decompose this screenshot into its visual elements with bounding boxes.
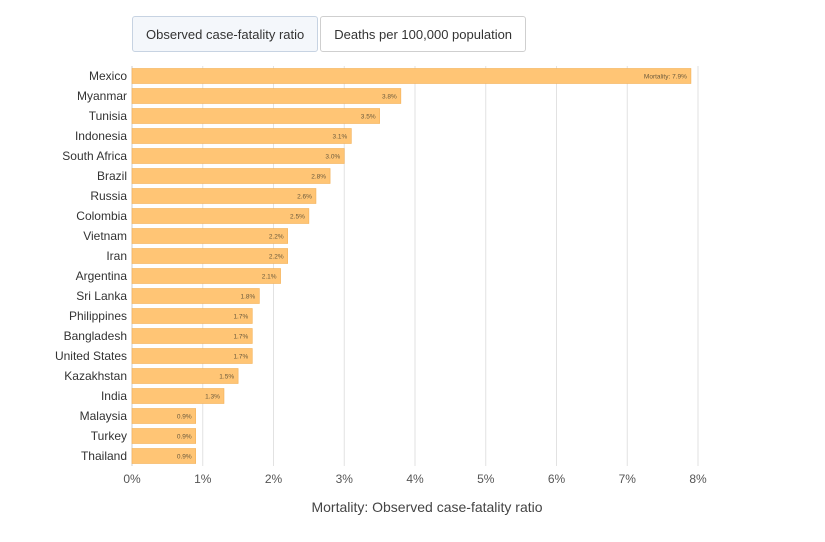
bars [131,68,692,464]
bar[interactable] [131,188,317,204]
value-label: 2.1% [262,274,277,281]
category-label: Thailand [81,449,127,463]
bar[interactable] [131,68,692,84]
bar[interactable] [131,328,253,344]
bar[interactable] [131,348,253,364]
tab-deaths-per-100k[interactable]: Deaths per 100,000 population [320,16,527,52]
bar[interactable] [131,308,253,324]
value-label: 3.5% [361,114,376,121]
x-tick-label: 7% [619,472,637,486]
value-label: 3.0% [325,154,340,161]
x-axis-title: Mortality: Observed case-fatality ratio [311,499,542,515]
bar[interactable] [131,428,196,444]
category-label: Colombia [76,209,127,223]
value-label: 3.1% [332,134,347,141]
category-label: Turkey [91,429,127,443]
x-tick-label: 3% [336,472,354,486]
x-tick-label: 1% [194,472,212,486]
bar[interactable] [131,148,345,164]
category-label: Mexico [89,69,127,83]
bar[interactable] [131,208,310,224]
x-tick-label: 6% [548,472,566,486]
tab-observed-case-fatality-ratio[interactable]: Observed case-fatality ratio [132,16,319,52]
category-label: Vietnam [83,229,127,243]
value-label: 2.2% [269,254,284,261]
value-label: 2.6% [297,194,312,201]
bar[interactable] [131,448,196,464]
value-label: 1.5% [219,374,234,381]
value-label: 3.8% [382,94,397,101]
value-label: 1.7% [233,314,248,321]
category-label: Bangladesh [64,329,127,343]
category-label: Tunisia [89,109,128,123]
category-label: Myanmar [77,89,127,103]
value-label: 0.9% [177,414,192,421]
value-label: 2.5% [290,214,305,221]
bar[interactable] [131,168,331,184]
value-label: 2.8% [311,174,326,181]
x-tick-label: 2% [265,472,283,486]
bar[interactable] [131,368,239,384]
category-label: Philippines [69,309,127,323]
x-tick-label: 8% [689,472,707,486]
value-label: 1.8% [241,294,256,301]
bar[interactable] [131,88,402,104]
category-label: Iran [106,249,127,263]
value-label: 1.3% [205,394,220,401]
category-labels: Mexico Myanmar Tunisia Indonesia South Afric… [55,69,127,463]
x-tick-label: 4% [406,472,424,486]
category-label: India [101,389,127,403]
bar[interactable] [131,408,196,424]
value-label: 1.7% [233,354,248,361]
bar[interactable] [131,128,352,144]
category-label: Argentina [76,269,128,283]
bar[interactable] [131,228,288,244]
category-label: Indonesia [75,129,127,143]
bar[interactable] [131,268,281,284]
x-tick-label: 5% [477,472,495,486]
category-label: United States [55,349,127,363]
x-tick-label: 0% [123,472,141,486]
value-label: 1.7% [233,334,248,341]
bar[interactable] [131,108,380,124]
category-label: Kazakhstan [64,369,127,383]
category-label: Malaysia [80,409,128,423]
category-label: Sri Lanka [76,289,127,303]
value-labels: Mortality: 7.9% 3.8% 3.5% 3.1% 3.0% 2.8% 2.6% 2… [177,74,687,461]
tab-bar: Observed case-fatality ratio Deaths per … [132,16,527,52]
value-label: 0.9% [177,454,192,461]
bar[interactable] [131,248,288,264]
category-label: Brazil [97,169,127,183]
gridlines [131,66,699,466]
bar[interactable] [131,388,225,404]
bar[interactable] [131,288,260,304]
category-label: Russia [90,189,127,203]
x-tick-labels: 0% 1% 2% 3% 4% 5% 6% 7% 8% [123,472,707,486]
value-label: 0.9% [177,434,192,441]
value-label: 2.2% [269,234,284,241]
category-label: South Africa [62,149,127,163]
value-label: Mortality: 7.9% [644,74,687,81]
